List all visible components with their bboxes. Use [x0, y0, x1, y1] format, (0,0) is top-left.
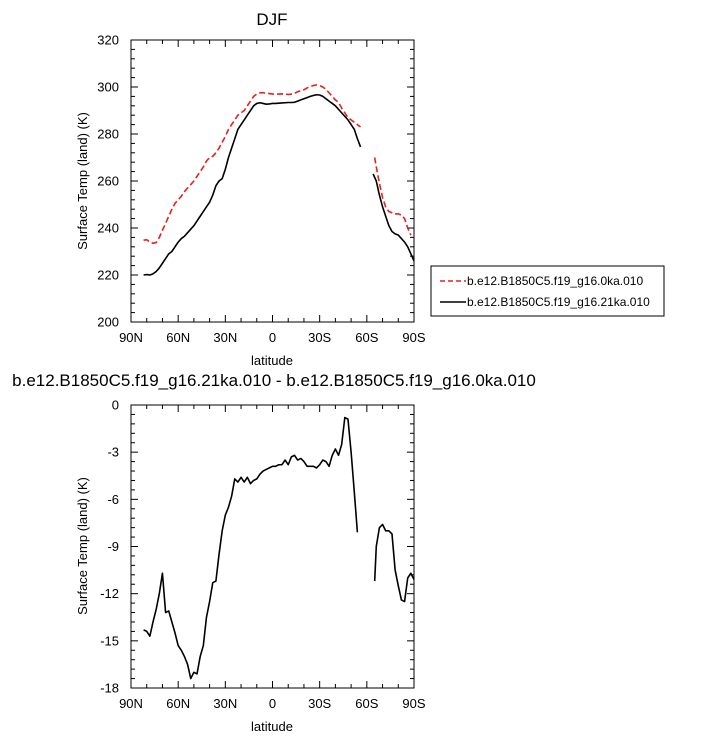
series-layer [143, 416, 415, 680]
x-axis-label: latitude [251, 719, 293, 734]
series-line-0-segment-1 [373, 157, 412, 236]
plot-frame [130, 39, 415, 323]
y-tick-label: 200 [97, 315, 119, 330]
series-line-0-segment-1 [373, 523, 415, 603]
axis-ticks: 90N 60N 30N 0 30S 60S 90S 200 220 240 260 280 300 320 [97, 33, 426, 346]
legend: b.e12.B1850C5.f19_g16.0ka.010 b.e12.B185… [430, 265, 665, 317]
y-tick-label: 240 [97, 221, 119, 236]
y-tick-label: -12 [100, 586, 119, 601]
series-layer [143, 84, 415, 276]
legend-label-1: b.e12.B1850C5.f19_g16.21ka.010 [467, 295, 650, 309]
series-line-1-segment-0 [143, 93, 362, 276]
y-tick-label: 280 [97, 127, 119, 142]
x-tick-label: 60N [166, 330, 190, 345]
y-tick-label: -6 [107, 492, 119, 507]
x-tick-label: 60N [166, 696, 190, 711]
axis-ticks: 90N 60N 30N 0 30S 60S 90S -18 -15 -12 -9 -6 -3 0 [100, 398, 426, 712]
series-line-0-segment-0 [143, 84, 362, 245]
y-tick-label: 0 [112, 398, 119, 413]
x-tick-label: 90S [402, 696, 425, 711]
chart-title: b.e12.B1850C5.f19_g16.21ka.010 - b.e12.B… [12, 371, 536, 390]
y-tick-label: -18 [100, 681, 119, 696]
legend-label-0: b.e12.B1850C5.f19_g16.0ka.010 [467, 274, 643, 288]
series-line-1-segment-1 [372, 173, 415, 262]
x-tick-label: 90S [402, 330, 425, 345]
chart-title: DJF [256, 10, 287, 29]
y-tick-label: -3 [107, 445, 119, 460]
chart-panel-top: DJF 90N 60N 30N 0 30S 60S 90S 200 220 240 260 280 30… [75, 10, 665, 368]
y-tick-label: 220 [97, 268, 119, 283]
y-tick-label: 300 [97, 80, 119, 95]
x-tick-label: 30N [213, 330, 237, 345]
y-axis-label: Surface Temp (land) (K) [75, 112, 90, 250]
x-axis-label: latitude [251, 353, 293, 368]
chart-panel-bottom: b.e12.B1850C5.f19_g16.21ka.010 - b.e12.B… [12, 371, 536, 734]
x-tick-label: 0 [269, 696, 276, 711]
plot-frame [130, 404, 415, 689]
x-tick-label: 60S [355, 330, 378, 345]
y-tick-label: -15 [100, 633, 119, 648]
y-tick-label: 320 [97, 33, 119, 48]
x-tick-label: 90N [119, 696, 143, 711]
x-tick-label: 90N [119, 330, 143, 345]
y-tick-label: 260 [97, 174, 119, 189]
x-tick-label: 0 [269, 330, 276, 345]
x-tick-label: 60S [355, 696, 378, 711]
y-tick-label: -9 [107, 539, 119, 554]
y-axis-label: Surface Temp (land) (K) [75, 477, 90, 615]
x-tick-label: 30N [213, 696, 237, 711]
legend-box [430, 265, 665, 317]
x-tick-label: 30S [308, 330, 331, 345]
x-tick-label: 30S [308, 696, 331, 711]
series-line-0-segment-0 [143, 416, 359, 680]
